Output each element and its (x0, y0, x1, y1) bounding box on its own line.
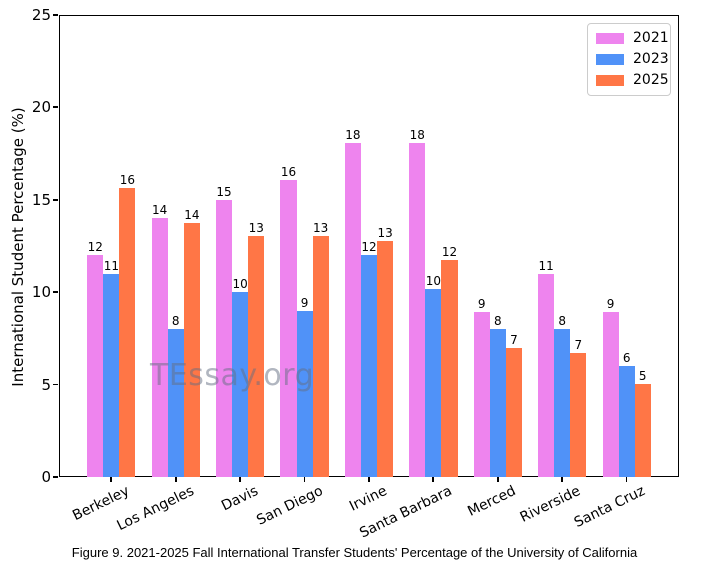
legend-swatch-icon (596, 33, 624, 44)
legend-label: 2021 (633, 30, 669, 46)
bar-value-label: 5 (638, 368, 647, 383)
y-tick-mark (53, 383, 58, 386)
x-tick-mark (303, 477, 306, 482)
bar-value-label: 12 (361, 240, 377, 255)
bar (103, 273, 120, 477)
bar-value-label: 9 (606, 296, 615, 311)
y-tick-label: 5 (41, 375, 51, 394)
bar (634, 383, 651, 477)
bar (248, 235, 265, 477)
y-tick-label: 20 (31, 98, 51, 117)
bar-value-label: 14 (184, 207, 200, 222)
x-tick-mark (432, 477, 435, 482)
bar (489, 329, 506, 477)
bar (87, 255, 104, 477)
bar (538, 273, 555, 477)
bar (441, 259, 458, 477)
bar-value-label: 8 (558, 314, 567, 329)
legend-label: 2023 (633, 51, 669, 67)
bar-value-label: 8 (493, 314, 502, 329)
bar (167, 329, 184, 477)
bar-value-label: 6 (622, 351, 631, 366)
bar (216, 199, 233, 477)
bar-value-label: 10 (232, 277, 248, 292)
x-category-label: Merced (465, 483, 519, 520)
bar (344, 143, 361, 477)
legend-label: 2025 (633, 72, 669, 88)
bar-value-label: 18 (345, 128, 361, 143)
legend-entry: 2021 (596, 31, 669, 46)
bar-value-label: 13 (248, 220, 264, 235)
bar (119, 187, 136, 477)
legend-entry: 2025 (596, 73, 669, 88)
bar (473, 311, 490, 477)
y-tick-mark (53, 476, 58, 478)
bar-value-label: 18 (409, 128, 425, 143)
bar-value-label: 14 (152, 203, 168, 218)
y-tick-label: 0 (41, 468, 51, 486)
x-tick-mark (368, 477, 370, 482)
bar-value-label: 16 (119, 172, 136, 187)
figure-caption: Figure 9. 2021-2025 Fall International T… (71, 545, 638, 560)
x-tick-mark (625, 477, 628, 482)
bar-value-label: 8 (171, 314, 180, 329)
bar (618, 366, 635, 477)
y-tick-mark (53, 106, 58, 109)
x-tick-mark (174, 477, 177, 482)
bar (312, 235, 329, 477)
bar (280, 180, 297, 477)
y-tick-mark (53, 198, 58, 201)
watermark: TEssay.org (150, 358, 315, 393)
bar-value-label: 7 (510, 332, 518, 347)
y-tick-mark (53, 14, 58, 16)
legend-swatch-icon (596, 75, 624, 86)
bar-value-label: 13 (377, 226, 393, 241)
x-category-label: Irvine (347, 483, 391, 515)
legend-swatch-icon (596, 54, 624, 65)
x-tick-mark (110, 477, 113, 482)
bar (183, 222, 200, 477)
y-axis-label: International Student Percentage (%) (9, 107, 27, 387)
x-tick-mark (239, 477, 241, 482)
y-tick-label: 15 (31, 190, 51, 209)
bar-value-label: 10 (425, 274, 442, 289)
x-category-label: Santa Cruz (571, 483, 648, 531)
bar (409, 143, 426, 477)
bar (425, 289, 442, 477)
bar-value-label: 7 (574, 338, 583, 353)
bar (377, 241, 394, 477)
bar-value-label: 9 (477, 296, 486, 311)
bar-value-label: 11 (103, 258, 119, 273)
bar-value-label: 12 (441, 244, 458, 259)
bar-value-label: 13 (313, 220, 329, 235)
bar-value-label: 15 (216, 184, 232, 199)
bar-value-label: 16 (280, 165, 297, 180)
x-category-label: San Diego (254, 483, 326, 529)
bar (151, 218, 168, 477)
x-category-label: Davis (219, 483, 262, 515)
y-tick-label: 10 (31, 283, 51, 302)
bar (554, 329, 571, 477)
bar (360, 255, 378, 477)
bar (296, 310, 313, 477)
x-tick-mark (496, 477, 499, 482)
bar (232, 292, 249, 477)
bar (505, 347, 522, 477)
bar (570, 353, 587, 477)
y-tick-mark (53, 291, 58, 293)
y-tick-label: 25 (31, 6, 51, 24)
legend-entry: 2023 (596, 52, 669, 67)
bar-value-label: 11 (538, 258, 554, 273)
legend: 2021 2023 2025 (587, 23, 671, 96)
bar (602, 311, 619, 477)
x-tick-mark (561, 477, 564, 482)
bar-value-label: 9 (300, 295, 309, 310)
bar-value-label: 12 (87, 240, 103, 255)
